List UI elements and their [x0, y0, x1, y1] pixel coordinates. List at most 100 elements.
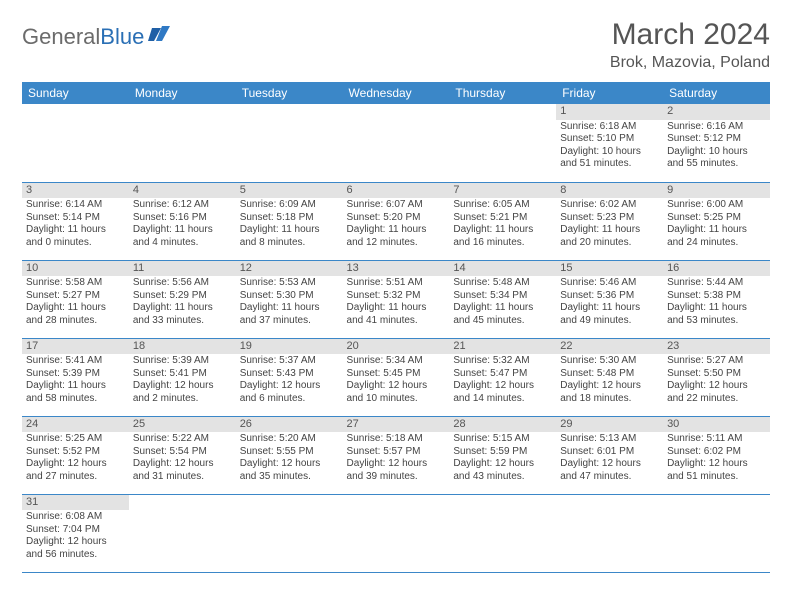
daylight-text-2: and 2 minutes. [133, 393, 232, 406]
header: GeneralBlue March 2024 Brok, Mazovia, Po… [22, 18, 770, 72]
day-data: Sunrise: 6:18 AMSunset: 5:10 PMDaylight:… [556, 120, 663, 173]
daylight-text-1: Daylight: 11 hours [133, 224, 232, 237]
day-number: 17 [22, 339, 129, 355]
daylight-text-2: and 37 minutes. [240, 315, 339, 328]
calendar-cell [449, 104, 556, 182]
day-number: 24 [22, 417, 129, 433]
daylight-text-1: Daylight: 10 hours [667, 146, 766, 159]
sunset-text: Sunset: 6:02 PM [667, 446, 766, 459]
daylight-text-1: Daylight: 11 hours [347, 302, 446, 315]
day-number: 18 [129, 339, 236, 355]
daylight-text-2: and 27 minutes. [26, 471, 125, 484]
daylight-text-1: Daylight: 11 hours [560, 302, 659, 315]
sunset-text: Sunset: 5:10 PM [560, 133, 659, 146]
sunset-text: Sunset: 5:23 PM [560, 212, 659, 225]
sunrise-text: Sunrise: 5:58 AM [26, 277, 125, 290]
day-data: Sunrise: 6:16 AMSunset: 5:12 PMDaylight:… [663, 120, 770, 173]
daylight-text-2: and 51 minutes. [560, 158, 659, 171]
calendar-row: 24Sunrise: 5:25 AMSunset: 5:52 PMDayligh… [22, 416, 770, 494]
col-saturday: Saturday [663, 82, 770, 104]
calendar-cell: 25Sunrise: 5:22 AMSunset: 5:54 PMDayligh… [129, 416, 236, 494]
daylight-text-2: and 55 minutes. [667, 158, 766, 171]
calendar-row: 3Sunrise: 6:14 AMSunset: 5:14 PMDaylight… [22, 182, 770, 260]
calendar-cell [556, 494, 663, 572]
day-data: Sunrise: 5:32 AMSunset: 5:47 PMDaylight:… [449, 354, 556, 407]
daylight-text-2: and 53 minutes. [667, 315, 766, 328]
flag-icon [148, 24, 174, 50]
sunset-text: Sunset: 5:50 PM [667, 368, 766, 381]
calendar-cell [129, 494, 236, 572]
sunset-text: Sunset: 6:01 PM [560, 446, 659, 459]
sunrise-text: Sunrise: 5:51 AM [347, 277, 446, 290]
daylight-text-1: Daylight: 10 hours [560, 146, 659, 159]
calendar-cell [663, 494, 770, 572]
calendar-cell: 31Sunrise: 6:08 AMSunset: 7:04 PMDayligh… [22, 494, 129, 572]
sunrise-text: Sunrise: 5:27 AM [667, 355, 766, 368]
daylight-text-2: and 18 minutes. [560, 393, 659, 406]
calendar-row: 17Sunrise: 5:41 AMSunset: 5:39 PMDayligh… [22, 338, 770, 416]
calendar-cell [22, 104, 129, 182]
daylight-text-1: Daylight: 12 hours [667, 380, 766, 393]
calendar-cell: 3Sunrise: 6:14 AMSunset: 5:14 PMDaylight… [22, 182, 129, 260]
calendar-cell: 17Sunrise: 5:41 AMSunset: 5:39 PMDayligh… [22, 338, 129, 416]
daylight-text-2: and 28 minutes. [26, 315, 125, 328]
day-data: Sunrise: 5:53 AMSunset: 5:30 PMDaylight:… [236, 276, 343, 329]
daylight-text-2: and 24 minutes. [667, 237, 766, 250]
day-data: Sunrise: 5:39 AMSunset: 5:41 PMDaylight:… [129, 354, 236, 407]
calendar-cell [236, 104, 343, 182]
daylight-text-1: Daylight: 11 hours [26, 380, 125, 393]
sunset-text: Sunset: 5:52 PM [26, 446, 125, 459]
logo-text-2: Blue [100, 24, 144, 50]
day-data: Sunrise: 5:13 AMSunset: 6:01 PMDaylight:… [556, 432, 663, 485]
calendar-cell: 30Sunrise: 5:11 AMSunset: 6:02 PMDayligh… [663, 416, 770, 494]
col-friday: Friday [556, 82, 663, 104]
daylight-text-1: Daylight: 11 hours [453, 302, 552, 315]
sunset-text: Sunset: 5:55 PM [240, 446, 339, 459]
day-data: Sunrise: 5:25 AMSunset: 5:52 PMDaylight:… [22, 432, 129, 485]
daylight-text-2: and 22 minutes. [667, 393, 766, 406]
calendar-cell: 1Sunrise: 6:18 AMSunset: 5:10 PMDaylight… [556, 104, 663, 182]
daylight-text-2: and 43 minutes. [453, 471, 552, 484]
day-number: 16 [663, 261, 770, 277]
daylight-text-2: and 16 minutes. [453, 237, 552, 250]
calendar-cell: 23Sunrise: 5:27 AMSunset: 5:50 PMDayligh… [663, 338, 770, 416]
sunrise-text: Sunrise: 6:02 AM [560, 199, 659, 212]
day-data: Sunrise: 6:12 AMSunset: 5:16 PMDaylight:… [129, 198, 236, 251]
daylight-text-1: Daylight: 12 hours [560, 458, 659, 471]
sunset-text: Sunset: 5:29 PM [133, 290, 232, 303]
calendar-row: 31Sunrise: 6:08 AMSunset: 7:04 PMDayligh… [22, 494, 770, 572]
sunrise-text: Sunrise: 6:18 AM [560, 121, 659, 134]
daylight-text-2: and 20 minutes. [560, 237, 659, 250]
col-wednesday: Wednesday [343, 82, 450, 104]
daylight-text-2: and 0 minutes. [26, 237, 125, 250]
day-data: Sunrise: 6:00 AMSunset: 5:25 PMDaylight:… [663, 198, 770, 251]
daylight-text-1: Daylight: 11 hours [26, 302, 125, 315]
sunrise-text: Sunrise: 5:32 AM [453, 355, 552, 368]
daylight-text-1: Daylight: 12 hours [347, 458, 446, 471]
sunset-text: Sunset: 5:20 PM [347, 212, 446, 225]
sunrise-text: Sunrise: 6:07 AM [347, 199, 446, 212]
day-data: Sunrise: 5:34 AMSunset: 5:45 PMDaylight:… [343, 354, 450, 407]
calendar-cell: 14Sunrise: 5:48 AMSunset: 5:34 PMDayligh… [449, 260, 556, 338]
day-data: Sunrise: 5:51 AMSunset: 5:32 PMDaylight:… [343, 276, 450, 329]
sunset-text: Sunset: 5:16 PM [133, 212, 232, 225]
daylight-text-2: and 12 minutes. [347, 237, 446, 250]
day-number: 21 [449, 339, 556, 355]
day-number: 2 [663, 104, 770, 120]
sunset-text: Sunset: 5:12 PM [667, 133, 766, 146]
daylight-text-1: Daylight: 11 hours [560, 224, 659, 237]
day-data: Sunrise: 5:27 AMSunset: 5:50 PMDaylight:… [663, 354, 770, 407]
day-data: Sunrise: 5:48 AMSunset: 5:34 PMDaylight:… [449, 276, 556, 329]
sunrise-text: Sunrise: 5:46 AM [560, 277, 659, 290]
sunset-text: Sunset: 5:27 PM [26, 290, 125, 303]
day-number: 14 [449, 261, 556, 277]
calendar-cell: 28Sunrise: 5:15 AMSunset: 5:59 PMDayligh… [449, 416, 556, 494]
day-data: Sunrise: 6:02 AMSunset: 5:23 PMDaylight:… [556, 198, 663, 251]
calendar-cell: 6Sunrise: 6:07 AMSunset: 5:20 PMDaylight… [343, 182, 450, 260]
sunrise-text: Sunrise: 5:30 AM [560, 355, 659, 368]
sunrise-text: Sunrise: 6:00 AM [667, 199, 766, 212]
calendar-cell: 5Sunrise: 6:09 AMSunset: 5:18 PMDaylight… [236, 182, 343, 260]
day-data: Sunrise: 5:20 AMSunset: 5:55 PMDaylight:… [236, 432, 343, 485]
day-data: Sunrise: 5:58 AMSunset: 5:27 PMDaylight:… [22, 276, 129, 329]
day-data: Sunrise: 5:41 AMSunset: 5:39 PMDaylight:… [22, 354, 129, 407]
